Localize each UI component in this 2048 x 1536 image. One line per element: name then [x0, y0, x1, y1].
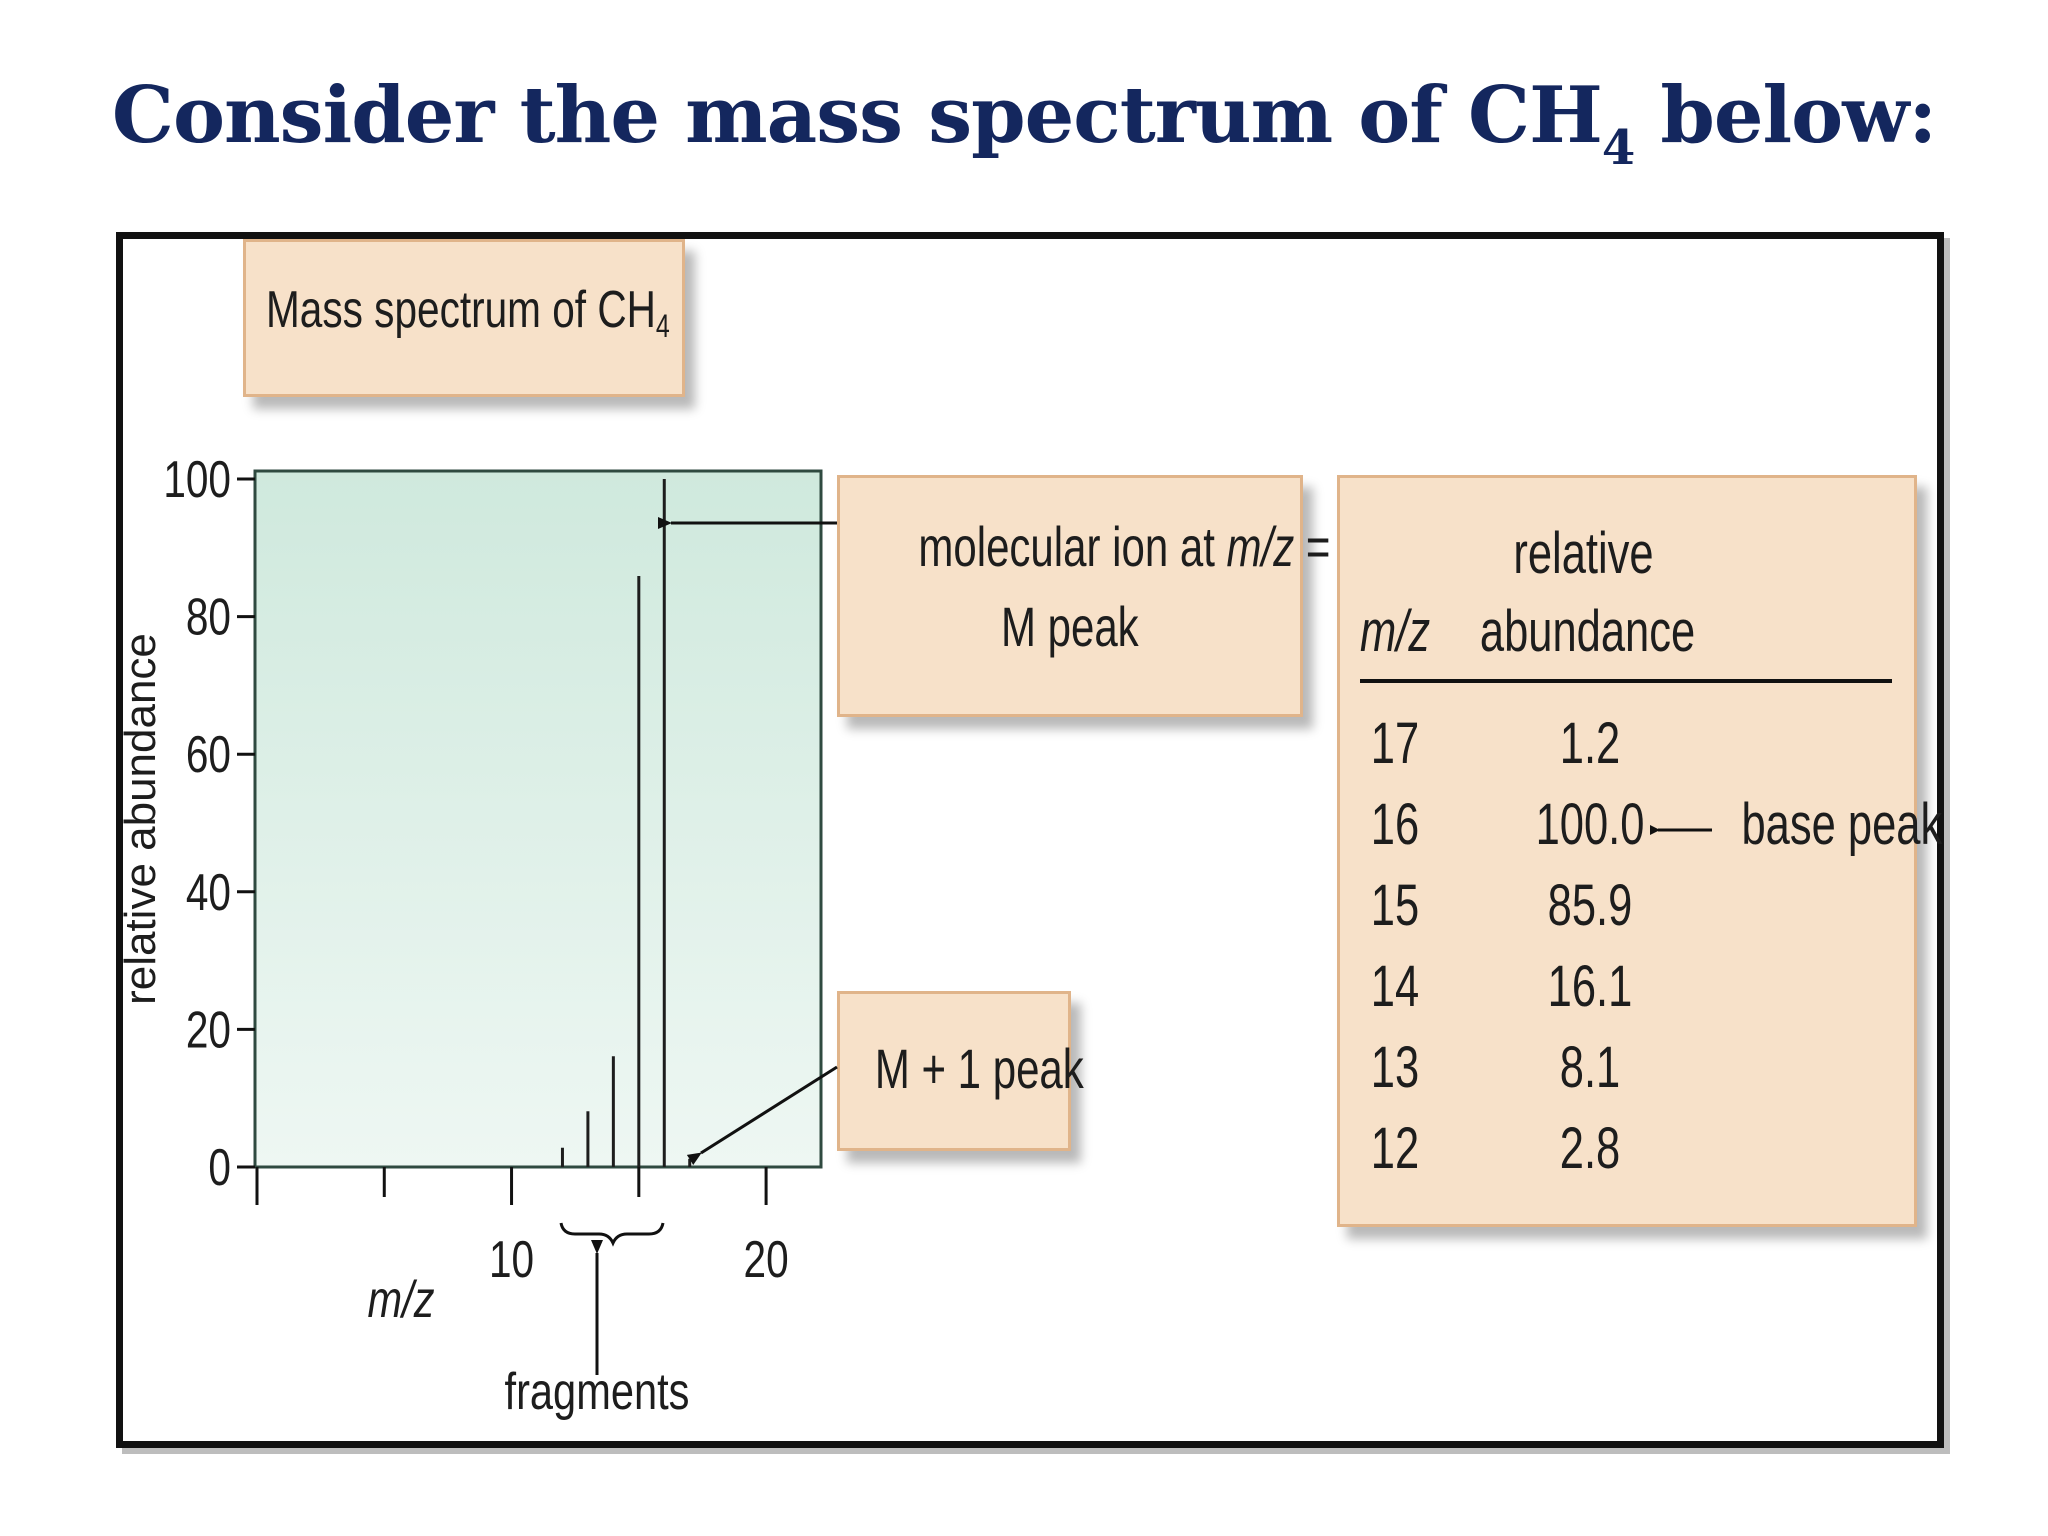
table-row-abundance: 85.9	[1547, 873, 1633, 938]
table-row-mz: 16	[1370, 792, 1420, 857]
mass-spectrum-chart: 0 20 40 60 80 100 10 20 relative abundance m/z…	[123, 450, 838, 1421]
table-row-mz: 17	[1370, 711, 1420, 776]
y-tick-label: 60	[186, 725, 231, 783]
y-tick-label: 0	[208, 1138, 231, 1196]
table-row-abundance: 2.8	[1559, 1116, 1621, 1181]
fragments-label: fragments	[505, 1362, 690, 1421]
table-header-mz: m/z	[1360, 599, 1431, 664]
table-header-rule	[1360, 679, 1892, 683]
plot-title-box: Mass spectrum of CH4	[243, 239, 685, 397]
y-tick-label: 40	[186, 863, 231, 921]
table-row-abundance: 16.1	[1547, 954, 1633, 1019]
figure-frame: Mass spectrum of CH4 molecular ion at m/…	[116, 232, 1944, 1448]
table-row-abundance: 8.1	[1559, 1035, 1621, 1100]
plot-title: Mass spectrum of CH4	[266, 281, 670, 344]
x-axis: 10 20	[255, 1167, 789, 1288]
table-row-abundance: 100.0	[1535, 792, 1645, 857]
table-row-mz: 13	[1370, 1035, 1420, 1100]
y-tick-label: 20	[186, 1001, 231, 1059]
m-peak-label: M peak	[1001, 595, 1139, 658]
fragments-brace	[559, 1222, 665, 1247]
x-tick-label: 20	[744, 1230, 789, 1288]
m-plus-1-label: M + 1 peak	[874, 1037, 1084, 1100]
slide-title: Consider the mass spectrum of CH4 below:	[111, 70, 1937, 176]
abundance-table: relative m/z abundance 17 1.2 16 100.0 1…	[1337, 475, 1942, 1227]
m-plus-1-callout: M + 1 peak	[837, 991, 1084, 1151]
base-peak-label: base peak	[1741, 792, 1943, 857]
plot-area	[253, 469, 823, 1169]
x-tick-label: 10	[489, 1230, 534, 1288]
y-tick-label: 80	[186, 588, 231, 646]
y-tick-label: 100	[163, 450, 231, 508]
base-peak-arrow	[1650, 825, 1712, 835]
y-axis-label: relative abundance	[123, 633, 165, 1005]
m-plus-1-arrow	[686, 1065, 838, 1166]
table-header-relative: relative	[1513, 521, 1654, 586]
table-header-abundance: abundance	[1479, 599, 1696, 664]
table-row-abundance: 1.2	[1559, 711, 1621, 776]
molecular-ion-callout: molecular ion at m/z = 16 M peak	[837, 475, 1389, 717]
table-row-mz: 12	[1370, 1116, 1420, 1181]
x-axis-label: m/z	[367, 1270, 434, 1329]
table-row-mz: 14	[1370, 954, 1420, 1019]
table-row-mz: 15	[1370, 873, 1420, 938]
y-axis: 0 20 40 60 80 100	[163, 450, 255, 1196]
